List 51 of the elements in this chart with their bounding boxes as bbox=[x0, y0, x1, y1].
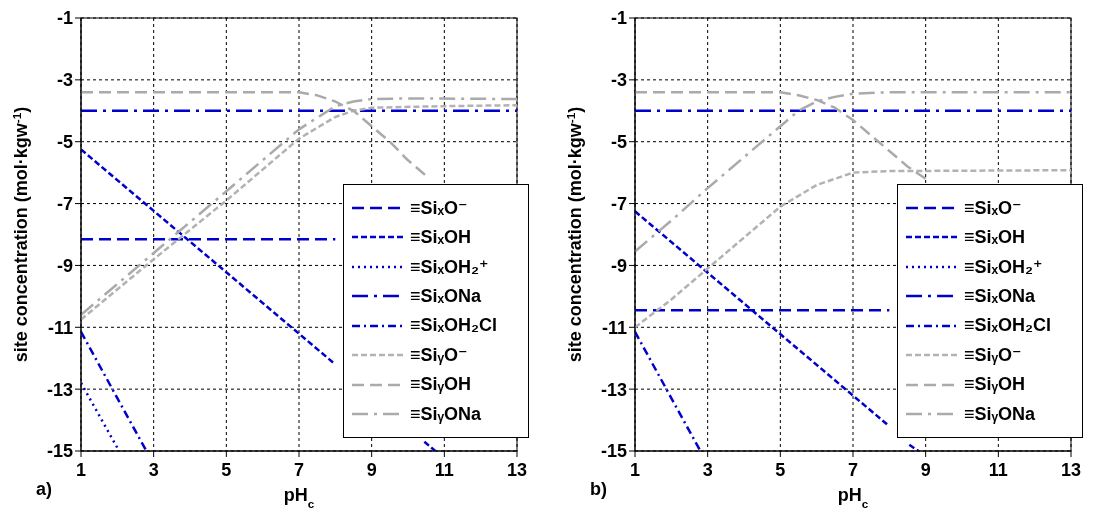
text: b) bbox=[590, 479, 607, 500]
text: a) bbox=[36, 479, 53, 500]
y-tick-label: -9 bbox=[56, 255, 73, 276]
x-tick-label: 5 bbox=[775, 459, 786, 480]
x-axis-title: pH$_{c}$ bbox=[837, 485, 869, 510]
x-tick-label: 3 bbox=[148, 459, 159, 480]
y-tick-label: -15 bbox=[600, 441, 627, 462]
y-tick-label: -11 bbox=[47, 317, 73, 338]
y-tick-label: -5 bbox=[56, 132, 73, 153]
x-tick-label: 11 bbox=[988, 459, 1008, 480]
x-tick-label: 13 bbox=[506, 459, 528, 480]
y-tick-label: -3 bbox=[610, 70, 627, 91]
legend-label: ≡SiₓOH₂Cl bbox=[964, 315, 1052, 337]
y-tick-label: -1 bbox=[56, 8, 73, 29]
x-tick-label: 9 bbox=[366, 459, 377, 480]
x-axis-title: pH$_{c}$ bbox=[283, 485, 315, 510]
y-tick-label: -7 bbox=[610, 193, 627, 214]
y-tick-label: -13 bbox=[600, 379, 627, 400]
y-tick-label: -13 bbox=[46, 379, 73, 400]
legend-label: ≡SiᵧOH bbox=[964, 374, 1026, 396]
legend-label: ≡SiₓOH₂⁺ bbox=[964, 255, 1043, 278]
legend-label: ≡SiₓOH bbox=[964, 226, 1026, 248]
y-tick-label: -1 bbox=[610, 8, 627, 29]
y-tick-label: -5 bbox=[610, 132, 627, 153]
legend-label: ≡SiₓONa bbox=[410, 285, 482, 307]
x-tick-label: 11 bbox=[434, 459, 454, 480]
x-tick-label: 1 bbox=[75, 459, 87, 480]
legend-label: ≡SiᵧO⁻ bbox=[410, 344, 468, 367]
legend-label: ≡SiₓONa bbox=[964, 285, 1036, 307]
y-tick-label: -9 bbox=[610, 255, 627, 276]
x-tick-label: 7 bbox=[293, 459, 305, 480]
x-tick-label: 9 bbox=[920, 459, 931, 480]
x-tick-label: 3 bbox=[702, 459, 713, 480]
legend-label: ≡SiᵧOH bbox=[410, 374, 472, 396]
line-series bbox=[635, 90, 1071, 253]
legend-label: ≡SiᵧONa bbox=[964, 403, 1036, 425]
x-tick-label: 1 bbox=[629, 459, 641, 480]
y-tick-label: -7 bbox=[56, 193, 73, 214]
legend-label: ≡SiᵧO⁻ bbox=[964, 344, 1022, 367]
legend-label: ≡SiₓO⁻ bbox=[964, 196, 1022, 219]
y-tick-label: -15 bbox=[46, 441, 73, 462]
legend-label: ≡SiₓOH₂Cl bbox=[410, 315, 498, 337]
y-tick-label: -11 bbox=[601, 317, 627, 338]
x-tick-label: 5 bbox=[221, 459, 232, 480]
legend-label: ≡SiₓOH bbox=[410, 226, 472, 248]
y-tick-label: -3 bbox=[56, 70, 73, 91]
legend-label: ≡SiₓOH₂⁺ bbox=[410, 255, 489, 278]
legend-label: ≡SiₓO⁻ bbox=[410, 196, 468, 219]
x-tick-label: 13 bbox=[1060, 459, 1082, 480]
legend-label: ≡SiᵧONa bbox=[410, 403, 482, 425]
x-tick-label: 7 bbox=[847, 459, 859, 480]
